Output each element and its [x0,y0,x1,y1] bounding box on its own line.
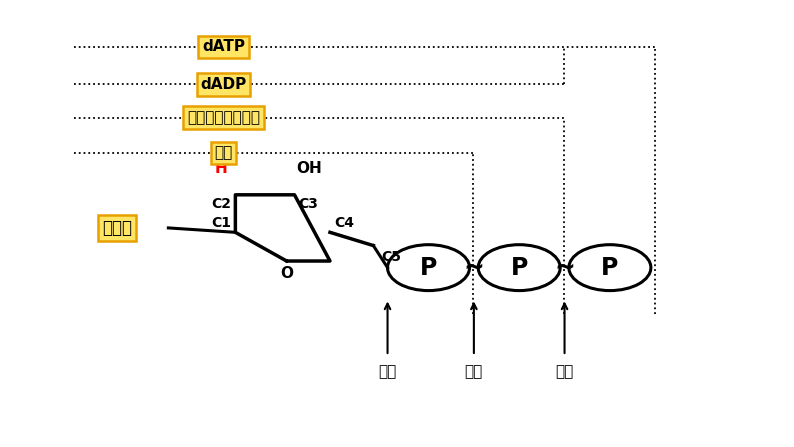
Text: O: O [280,266,293,281]
Text: P: P [420,256,437,280]
Text: 普通: 普通 [379,364,397,379]
Text: P: P [511,256,528,280]
Text: C3: C3 [299,197,318,211]
Text: C1: C1 [211,216,231,230]
Text: H: H [215,161,228,176]
Text: C4: C4 [334,216,354,230]
Text: dATP: dATP [202,39,245,55]
Text: 高能: 高能 [556,364,574,379]
Text: ~: ~ [554,256,575,280]
Text: 腺苷: 腺苷 [214,145,233,160]
Text: C5: C5 [381,250,401,264]
Text: 高能: 高能 [464,364,483,379]
Text: P: P [601,256,619,280]
Text: dADP: dADP [200,77,247,92]
Text: 腺嘧嘌: 腺嘧嘌 [102,219,132,237]
Text: C2: C2 [211,197,231,211]
Text: OH: OH [296,161,322,176]
Text: ~: ~ [464,256,484,280]
Text: 腺嘧嘌脱氧核苷酸: 腺嘧嘌脱氧核苷酸 [187,110,260,125]
